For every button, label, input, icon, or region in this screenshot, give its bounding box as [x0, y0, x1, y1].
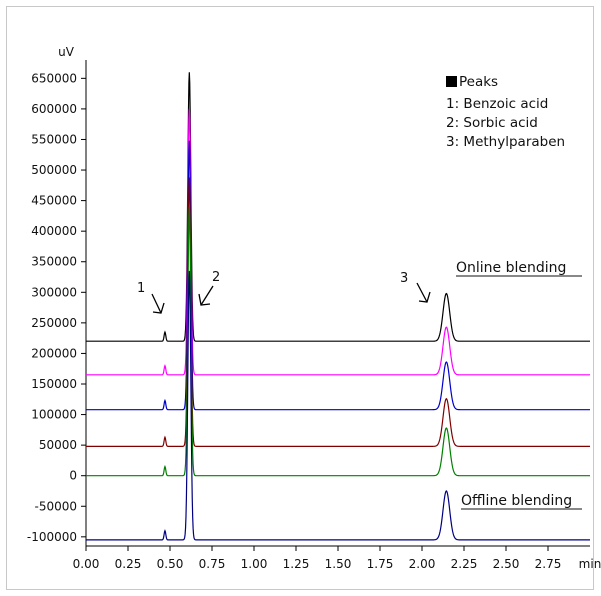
- peak-arrow: [151, 293, 162, 314]
- y-tick-label: 650000: [31, 71, 77, 85]
- y-tick-label: 200000: [31, 346, 77, 360]
- chromatogram-trace: [86, 140, 590, 411]
- peak-arrowhead: [152, 302, 165, 314]
- legend-entry: 3: Methylparaben: [446, 134, 565, 150]
- legend: Peaks 1: Benzoic acid 2: Sorbic acid 3: …: [446, 74, 565, 150]
- x-tick-label: 2.25: [451, 557, 478, 571]
- x-tick-label: 0.00: [73, 557, 100, 571]
- x-tick-label: 0.50: [157, 557, 184, 571]
- x-axis-label: min: [579, 557, 601, 571]
- legend-title: Peaks: [459, 74, 498, 90]
- y-tick-label: 400000: [31, 224, 77, 238]
- x-tick-label: 1.50: [325, 557, 352, 571]
- chromatogram-trace: [86, 206, 590, 477]
- y-tick-label: 150000: [31, 377, 77, 391]
- peak-arrow: [200, 285, 214, 306]
- y-axis-label: uV: [58, 45, 75, 59]
- chromatogram-trace: [86, 177, 590, 447]
- y-tick-label: 450000: [31, 194, 77, 208]
- y-tick-label: 500000: [31, 163, 77, 177]
- annotations: 1 2 3: [137, 270, 431, 314]
- offline-blending-label: Offline blending: [461, 493, 572, 509]
- legend-entry: 2: Sorbic acid: [446, 115, 538, 131]
- x-tick-label: 0.75: [199, 557, 226, 571]
- peak-arrowhead: [198, 293, 211, 306]
- peak-number-label: 2: [212, 270, 220, 285]
- x-tick-label: 0.25: [115, 557, 142, 571]
- legend-entry: 1: Benzoic acid: [446, 96, 548, 112]
- x-tick-label: 2.75: [535, 557, 562, 571]
- y-tick-label: 550000: [31, 132, 77, 146]
- chart-frame: [6, 6, 594, 590]
- axes: 6500006000005500005000004500004000003500…: [27, 45, 601, 571]
- y-tick-label: 100000: [31, 408, 77, 422]
- y-tick-label: 300000: [31, 285, 77, 299]
- y-tick-label: 350000: [31, 255, 77, 269]
- peak-arrowhead: [418, 291, 431, 303]
- legend-marker: [446, 76, 457, 87]
- y-tick-label: 0: [69, 469, 77, 483]
- y-tick-label: -100000: [27, 530, 77, 544]
- chromatogram-trace: [86, 270, 590, 541]
- y-tick-label: -50000: [34, 499, 77, 513]
- online-blending-label: Online blending: [456, 260, 566, 276]
- blend-labels: Online blending Offline blending: [456, 260, 582, 510]
- x-tick-label: 1.00: [241, 557, 268, 571]
- y-tick-label: 250000: [31, 316, 77, 330]
- chromatogram-trace: [86, 72, 590, 342]
- y-tick-label: 600000: [31, 102, 77, 116]
- peak-number-label: 3: [400, 271, 408, 286]
- traces: [86, 72, 590, 541]
- peak-arrow: [416, 282, 428, 303]
- chromatogram-trace: [86, 108, 590, 376]
- x-tick-label: 1.75: [367, 557, 394, 571]
- x-tick-label: 2.00: [409, 557, 436, 571]
- peak-number-label: 1: [137, 281, 145, 296]
- y-tick-label: 50000: [39, 438, 77, 452]
- x-tick-label: 2.50: [493, 557, 520, 571]
- x-tick-label: 1.25: [283, 557, 310, 571]
